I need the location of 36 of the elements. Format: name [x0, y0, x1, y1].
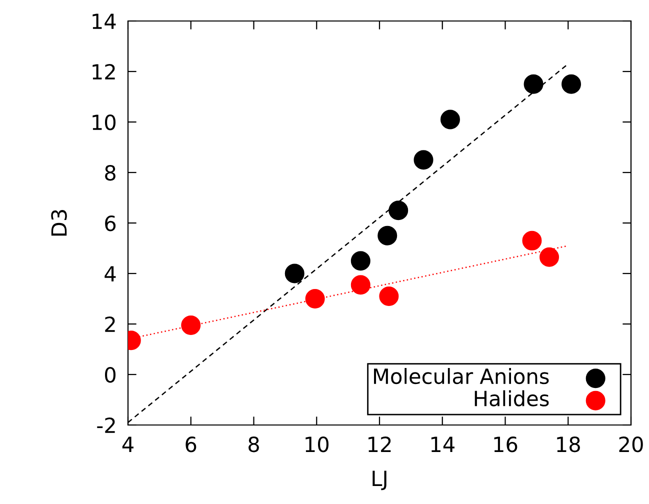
legend-label: Halides — [474, 390, 549, 406]
point — [524, 74, 544, 94]
point — [388, 200, 408, 220]
point — [284, 264, 304, 284]
y-tick-label: 8 — [105, 164, 116, 181]
point — [378, 226, 398, 246]
y-tick-label: 10 — [92, 114, 116, 130]
x-tick-label: 8 — [248, 436, 259, 452]
x-tick-label: 20 — [619, 436, 643, 452]
x-tick-label: 16 — [494, 436, 518, 452]
y-axis-title: D3 — [51, 210, 67, 236]
y-tick-label: -2 — [97, 417, 115, 433]
x-tick-label: 14 — [431, 436, 454, 452]
y-tick-label: 0 — [105, 366, 116, 383]
y-tick-label: 4 — [104, 266, 116, 282]
point — [305, 289, 325, 308]
legend-label: Molecular Anions — [374, 368, 549, 384]
x-tick-label: 6 — [186, 436, 196, 452]
x-tick-label: 4 — [122, 436, 134, 452]
point — [379, 286, 399, 306]
point — [540, 247, 560, 267]
point — [181, 316, 201, 336]
y-tick-label: 14 — [92, 14, 116, 29]
x-axis-title: LJ — [372, 470, 386, 490]
y-tick-label: 12 — [92, 64, 115, 80]
point — [562, 74, 582, 94]
x-tick-label: 10 — [306, 436, 328, 452]
x-tick-label: 18 — [557, 436, 580, 452]
y-tick-label: 6 — [105, 215, 116, 232]
point — [414, 150, 434, 170]
point — [440, 110, 460, 130]
y-tick-label: 2 — [105, 316, 115, 332]
point — [350, 275, 370, 295]
point — [522, 230, 542, 250]
point — [350, 251, 370, 271]
x-tick-label: 12 — [368, 436, 391, 452]
